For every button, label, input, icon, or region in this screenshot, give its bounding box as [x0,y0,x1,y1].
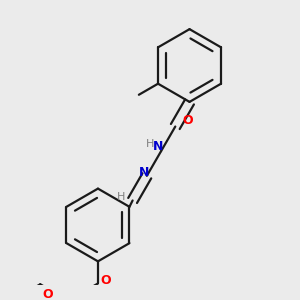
Text: H: H [117,192,126,202]
Text: N: N [153,140,163,153]
Text: N: N [139,166,149,179]
Text: O: O [43,288,53,300]
Text: O: O [183,114,193,127]
Text: H: H [146,139,154,149]
Text: O: O [100,274,111,287]
